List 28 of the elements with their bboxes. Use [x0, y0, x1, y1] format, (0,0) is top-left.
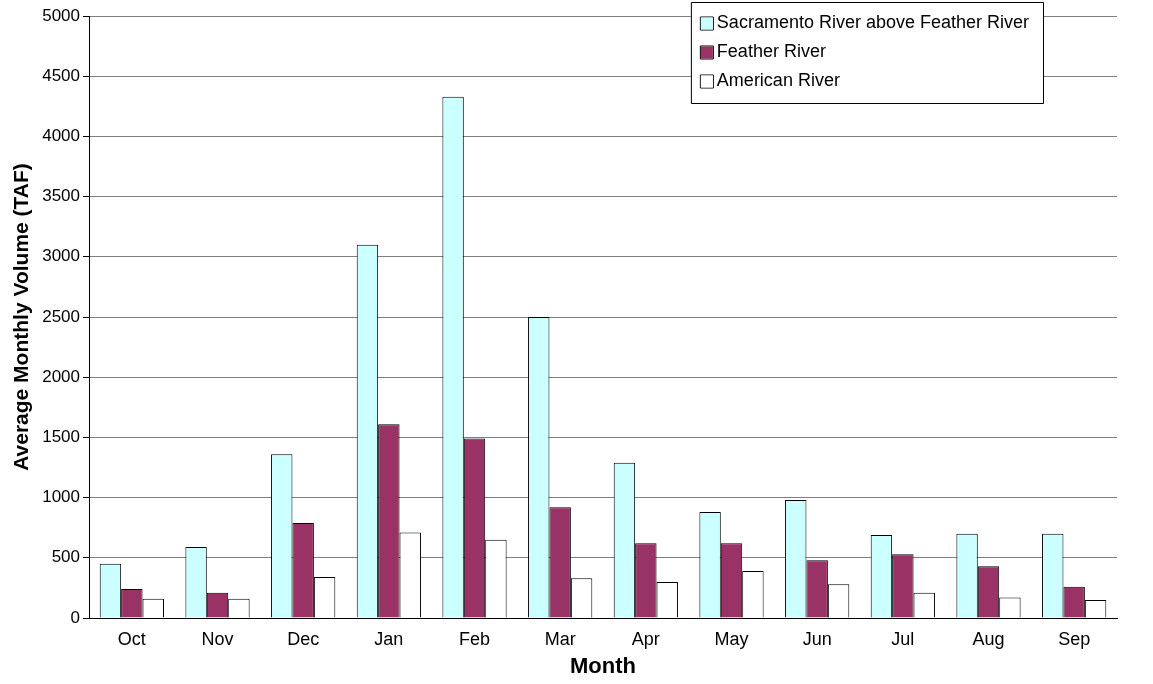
x-tick-label: Nov	[201, 628, 234, 649]
y-tick-label: 2500	[42, 306, 81, 326]
legend-label: Feather River	[716, 41, 826, 62]
y-tick-label: 500	[51, 547, 81, 567]
x-tick-label: Aug	[972, 628, 1005, 649]
y-tick-label: 3000	[42, 246, 81, 266]
y-tick-label: 5000	[42, 5, 81, 25]
y-tick-label: 4500	[42, 65, 81, 85]
y-tick-label: 1500	[42, 427, 81, 447]
x-tick-label: Oct	[117, 628, 146, 649]
y-tick-label: 4000	[42, 126, 81, 146]
y-tick-label: 3500	[42, 186, 81, 206]
x-tick-label: May	[714, 628, 749, 649]
x-tick-label: Jun	[802, 628, 832, 649]
x-tick-label: Apr	[631, 628, 660, 649]
x-tick-label: Jul	[891, 628, 915, 649]
x-tick-label: Mar	[544, 628, 576, 649]
x-tick-label: Jan	[374, 628, 404, 649]
y-tick-label: 1000	[42, 487, 81, 507]
x-tick-label: Feb	[459, 628, 491, 649]
x-axis-title: Month	[570, 652, 636, 678]
y-axis-title: Average Monthly Volume (TAF)	[9, 163, 33, 471]
legend-label: Sacramento River above Feather River	[716, 12, 1030, 33]
y-tick-label: 0	[70, 607, 81, 627]
y-tick-label: 2000	[42, 366, 81, 386]
legend-label: American River	[716, 70, 840, 91]
x-tick-label: Sep	[1058, 628, 1091, 649]
x-tick-label: Dec	[287, 628, 320, 649]
